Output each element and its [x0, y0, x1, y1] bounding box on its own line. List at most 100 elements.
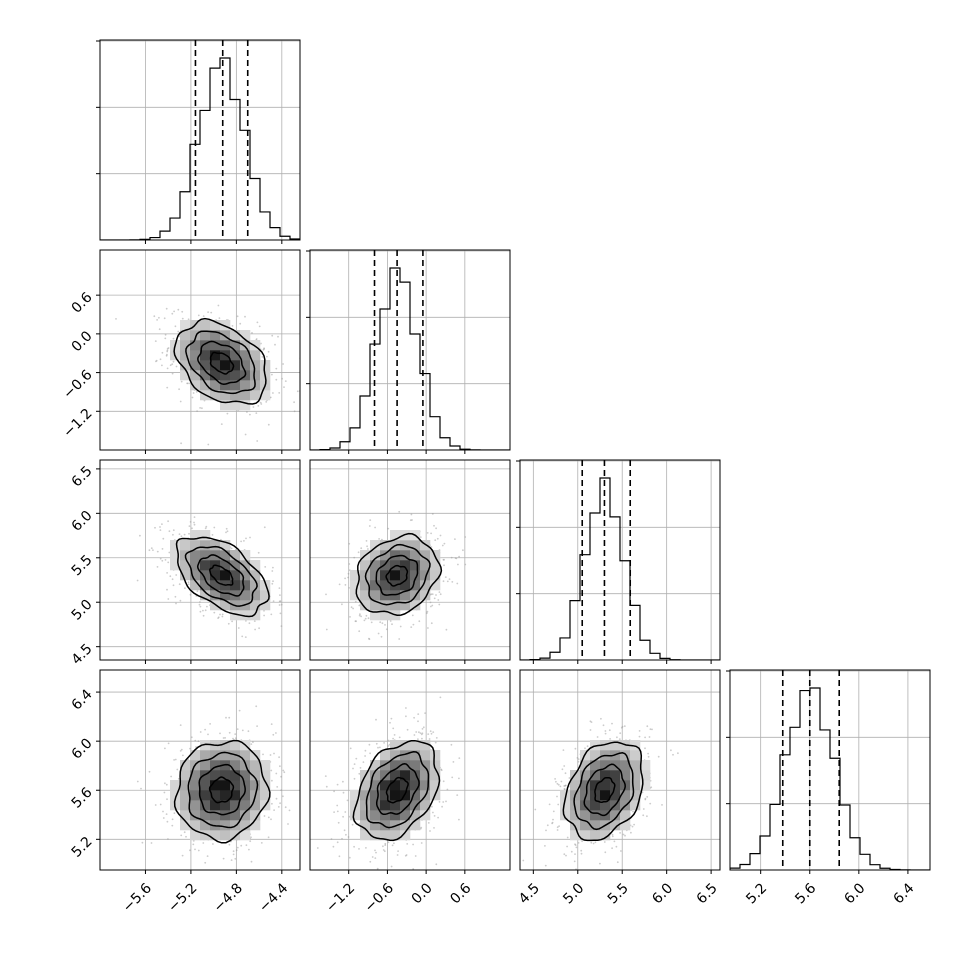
- sample-point: [263, 815, 266, 817]
- sample-point: [430, 532, 432, 535]
- sample-point: [172, 533, 174, 536]
- contour-level-4: [175, 536, 270, 618]
- density-cell: [170, 540, 181, 551]
- density-cell: [210, 770, 221, 781]
- contour-level-4: [562, 741, 644, 842]
- contour-level-3: [365, 751, 430, 829]
- density-cell: [200, 350, 211, 361]
- density-cell: [640, 760, 651, 771]
- sample-point: [260, 842, 263, 844]
- contour-level-1: [594, 776, 616, 804]
- sample-point: [421, 872, 423, 874]
- sample-point: [162, 817, 165, 819]
- density-cell: [180, 370, 191, 381]
- sample-point: [244, 636, 247, 638]
- density-cell: [560, 810, 571, 821]
- sample-point: [430, 605, 432, 608]
- density-cell: [180, 760, 191, 771]
- density-cell: [220, 360, 231, 371]
- sample-point: [282, 795, 284, 798]
- sample-point: [417, 720, 419, 723]
- sample-point: [195, 391, 198, 393]
- x-tick-label: −1.2: [323, 880, 358, 915]
- sample-point: [609, 738, 611, 740]
- sample-point: [279, 765, 281, 768]
- panel-3-2: 4.5 5.0 5.5 6.0 6.5: [516, 669, 721, 907]
- density-cell: [220, 800, 231, 811]
- axis-frame: [99, 459, 301, 661]
- sample-point: [599, 862, 601, 865]
- sample-point: [641, 791, 644, 794]
- sample-point: [156, 566, 159, 568]
- density-cell: [170, 550, 181, 561]
- density-cell: [190, 790, 201, 801]
- density-cell: [250, 360, 261, 371]
- sample-point: [139, 534, 141, 537]
- x-tick-label: −4.4: [256, 880, 291, 915]
- density-cell: [600, 770, 611, 781]
- sample-point: [239, 322, 242, 325]
- contours: [175, 536, 270, 618]
- sample-point: [184, 587, 186, 590]
- sample-point: [171, 824, 174, 827]
- density-cell: [190, 360, 201, 371]
- density-cell: [390, 560, 401, 571]
- density-cell: [630, 770, 641, 781]
- sample-point: [304, 602, 306, 604]
- sample-point: [193, 516, 196, 518]
- density-cell: [350, 800, 361, 811]
- density-cell: [240, 610, 251, 621]
- sample-point: [419, 732, 422, 734]
- sample-point: [262, 348, 265, 351]
- sample-point: [432, 731, 435, 733]
- sample-point: [221, 615, 224, 618]
- sample-point: [293, 410, 296, 413]
- density-cell: [230, 780, 241, 791]
- density-cell: [370, 830, 381, 841]
- sample-point: [594, 841, 597, 844]
- density-cell: [180, 330, 191, 341]
- density-cell: [410, 790, 421, 801]
- sample-point: [240, 844, 243, 847]
- contour-level-4: [173, 317, 267, 405]
- sample-point: [369, 860, 372, 863]
- sample-point: [174, 325, 177, 328]
- sample-point: [177, 308, 180, 311]
- sample-point: [164, 782, 166, 785]
- sample-point: [153, 315, 156, 318]
- density-cell: [430, 780, 441, 791]
- sample-point: [619, 832, 621, 834]
- density-cell: [240, 400, 251, 411]
- density-cell: [230, 350, 241, 361]
- density-cell: [200, 750, 211, 761]
- density-cell: [190, 330, 201, 341]
- density-cell: [570, 780, 581, 791]
- density-cell: [580, 820, 591, 831]
- sample-point: [156, 550, 159, 553]
- sample-point: [204, 861, 207, 864]
- density-cell: [210, 340, 221, 351]
- density-cell: [190, 340, 201, 351]
- density-cell: [200, 820, 211, 831]
- density-cell: [220, 390, 231, 401]
- sample-point: [388, 743, 391, 746]
- sample-point: [563, 853, 566, 856]
- sample-point: [600, 717, 602, 720]
- y-tick-label: 5.2: [69, 834, 96, 861]
- sample-point: [167, 347, 170, 349]
- density-cell: [420, 800, 431, 811]
- y-tick-label: 6.0: [69, 736, 96, 763]
- contour-level-3: [364, 543, 431, 606]
- sample-point: [198, 603, 201, 606]
- density-cell: [420, 550, 431, 561]
- density-cell: [180, 800, 191, 811]
- sample-point: [574, 853, 576, 855]
- sample-point: [175, 365, 178, 368]
- density-cell: [200, 830, 211, 841]
- sample-point: [405, 854, 408, 856]
- sample-point: [358, 848, 360, 850]
- density-cell: [590, 750, 601, 761]
- sample-point: [218, 317, 221, 319]
- sample-point: [270, 723, 273, 725]
- density-cell: [250, 350, 261, 361]
